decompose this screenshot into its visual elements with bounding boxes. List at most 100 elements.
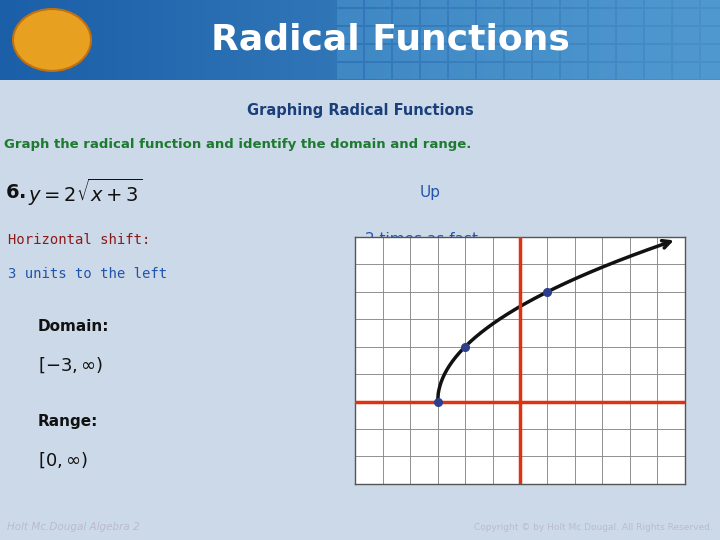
Bar	[572, 0, 573, 80]
Bar	[360, 0, 361, 80]
Bar	[348, 0, 349, 80]
Bar	[175, 0, 176, 80]
Bar	[706, 0, 707, 80]
Bar	[257, 0, 258, 80]
Bar	[504, 0, 505, 80]
Bar	[132, 0, 133, 80]
Bar	[598, 0, 599, 80]
Bar	[492, 0, 493, 80]
Bar	[223, 0, 224, 80]
Bar	[673, 45, 699, 61]
Bar	[679, 0, 680, 80]
Text: 3 units to the left: 3 units to the left	[8, 267, 167, 281]
Bar	[250, 0, 251, 80]
Bar	[451, 0, 452, 80]
Bar	[111, 0, 112, 80]
Bar	[225, 0, 226, 80]
Bar	[497, 0, 498, 80]
Bar	[564, 0, 565, 80]
Bar	[495, 0, 496, 80]
Bar	[245, 0, 246, 80]
Bar	[524, 0, 525, 80]
Bar	[14, 0, 15, 80]
Bar	[578, 0, 579, 80]
Bar	[421, 27, 447, 43]
Bar	[119, 0, 120, 80]
Bar	[237, 0, 238, 80]
Bar	[31, 0, 32, 80]
Bar	[201, 0, 202, 80]
Bar	[324, 0, 325, 80]
Bar	[63, 0, 64, 80]
Bar	[490, 0, 491, 80]
Bar	[334, 0, 335, 80]
Text: Radical Functions: Radical Functions	[210, 23, 570, 57]
Bar	[327, 0, 328, 80]
Bar	[5, 0, 6, 80]
Bar	[137, 0, 138, 80]
Bar	[173, 0, 174, 80]
Bar	[219, 0, 220, 80]
Bar	[393, 9, 419, 25]
Bar	[182, 0, 183, 80]
Bar	[467, 0, 468, 80]
Bar	[331, 0, 332, 80]
Bar	[65, 0, 66, 80]
Bar	[227, 0, 228, 80]
Text: Graph the radical function and identify the domain and range.: Graph the radical function and identify …	[4, 138, 472, 151]
Bar	[157, 0, 158, 80]
Bar	[421, 9, 447, 25]
Bar	[589, 27, 615, 43]
Bar	[140, 0, 141, 80]
Bar	[625, 0, 626, 80]
Bar	[628, 0, 629, 80]
Bar	[557, 0, 558, 80]
Bar	[433, 0, 434, 80]
Bar	[214, 0, 215, 80]
Bar	[75, 0, 76, 80]
Bar	[638, 0, 639, 80]
Bar	[166, 0, 167, 80]
Bar	[142, 0, 143, 80]
Bar	[582, 0, 583, 80]
Bar	[264, 0, 265, 80]
Bar	[323, 0, 324, 80]
Bar	[34, 0, 35, 80]
Bar	[115, 0, 116, 80]
Bar	[585, 0, 586, 80]
Bar	[185, 0, 186, 80]
Bar	[429, 0, 430, 80]
Bar	[649, 0, 650, 80]
Bar	[601, 0, 602, 80]
Bar	[36, 0, 37, 80]
Bar	[232, 0, 233, 80]
Bar	[78, 0, 79, 80]
Bar	[96, 0, 97, 80]
Bar	[105, 0, 106, 80]
Bar	[548, 0, 549, 80]
Bar	[53, 0, 54, 80]
Bar	[284, 0, 285, 80]
Bar	[339, 0, 340, 80]
Bar	[617, 9, 643, 25]
Bar	[275, 0, 276, 80]
Bar	[613, 0, 614, 80]
Bar	[712, 0, 713, 80]
Bar	[64, 0, 65, 80]
Bar	[645, 9, 671, 25]
Bar	[489, 0, 490, 80]
Bar	[647, 0, 648, 80]
Text: $[-3,\infty)$: $[-3,\infty)$	[38, 355, 103, 375]
Bar	[385, 0, 386, 80]
Bar	[589, 45, 615, 61]
Bar	[169, 0, 170, 80]
Bar	[432, 0, 433, 80]
Bar	[294, 0, 295, 80]
Bar	[559, 0, 560, 80]
Bar	[198, 0, 199, 80]
Bar	[403, 0, 404, 80]
Bar	[363, 0, 364, 80]
Bar	[617, 45, 643, 61]
Bar	[505, 45, 531, 61]
Bar	[597, 0, 598, 80]
